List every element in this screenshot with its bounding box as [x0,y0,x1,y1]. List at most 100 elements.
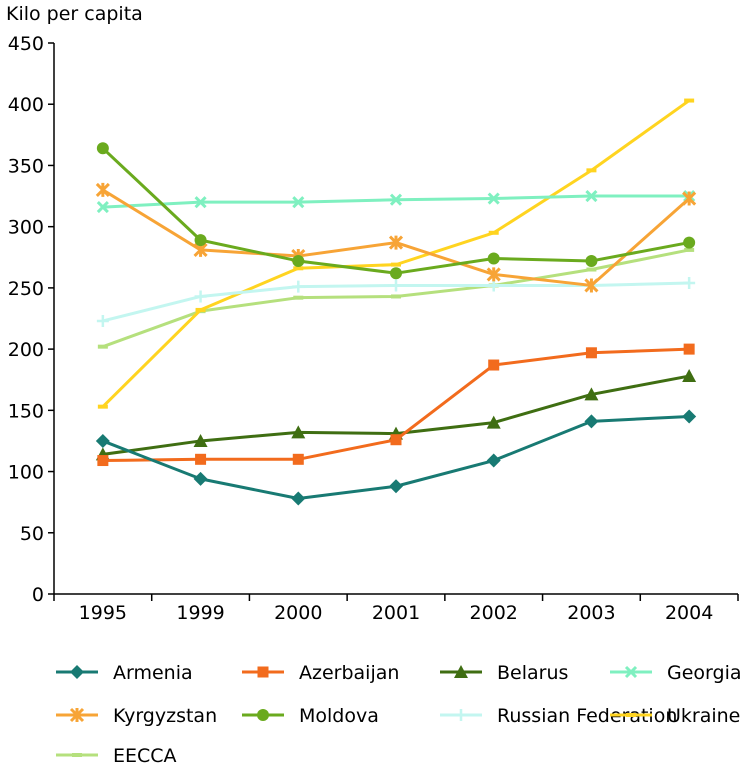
series-belarus [95,369,697,461]
series-line [101,99,691,408]
legend-marker [455,709,467,721]
legend-label: Kyrgyzstan [113,705,217,727]
data-point [682,409,697,424]
data-point [487,279,500,292]
data-point [486,267,501,282]
data-point [96,201,109,214]
data-point [584,278,599,293]
legend-item: Belarus [440,662,568,684]
legend-marker [257,666,269,678]
data-point [97,344,108,349]
data-point [193,471,208,486]
data-point [684,98,695,103]
legend-marker [626,713,636,717]
data-point [585,189,598,203]
legend-item: Armenia [56,662,193,684]
data-point [486,415,501,429]
data-point [391,294,401,299]
data-point [683,343,695,355]
data-point [682,369,697,383]
data-point [292,254,305,267]
y-tick-label: 0 [32,584,44,606]
data-point [389,479,403,494]
x-tick-label: 2002 [470,602,518,624]
y-tick-label: 150 [8,400,44,422]
y-tick-label: 450 [8,33,44,55]
data-point [390,267,402,280]
data-point [584,387,599,401]
data-point [487,252,500,265]
data-point [97,455,109,467]
data-point [194,234,207,247]
x-tick-label: 1995 [79,602,127,624]
legend-marker [624,665,638,679]
series-ukraine [97,98,695,409]
legend-marker [69,707,85,723]
data-point [194,196,207,209]
data-point [195,307,206,312]
legend-item: Kyrgyzstan [56,705,217,727]
series-azerbaijan [97,343,695,467]
data-point [97,404,108,409]
data-point [388,235,404,250]
legend-label: Moldova [299,705,379,727]
data-point [95,182,110,197]
y-tick-label: 200 [8,339,44,361]
data-point [293,295,304,300]
data-point [487,192,500,205]
data-point [390,434,402,446]
data-point [292,196,305,209]
legend-label: Azerbaijan [299,662,399,684]
data-point [195,453,207,465]
legend-label: Georgia [667,662,740,684]
legend-marker [72,753,82,757]
data-point [684,247,695,252]
x-tick-label: 1999 [176,602,224,624]
legend-label: Belarus [497,662,568,684]
legend-item: Ukraine [610,705,740,727]
data-point [683,236,696,249]
data-point [293,266,304,271]
data-point [390,279,402,292]
series-line [101,147,690,275]
data-point [96,314,109,327]
data-point [95,433,110,448]
data-point [389,193,403,206]
data-point [486,453,501,468]
data-point [193,433,208,447]
legend-marker [454,665,468,678]
y-tick-label: 100 [8,462,44,484]
legend-marker [257,709,269,721]
data-point [391,262,401,267]
y-tick-label: 250 [8,278,44,300]
x-tick-label: 2001 [372,602,420,624]
data-point [488,230,499,235]
legend-item: Moldova [242,705,379,727]
data-point [292,280,305,293]
data-point [96,142,109,155]
legend-label: Armenia [113,662,193,684]
data-point [584,414,599,429]
legend-item: EECCA [56,745,177,767]
series-georgia [96,189,696,214]
legend-label: Russian Federation [497,705,677,727]
series-armenia [95,409,697,506]
y-axis-title: Kilo per capita [6,3,143,25]
legend-label: EECCA [113,745,177,767]
data-point [586,168,597,173]
y-tick-label: 50 [20,523,44,545]
y-tick-label: 350 [8,155,44,177]
legend-label: Ukraine [667,705,740,727]
legend-item: Russian Federation [440,705,677,727]
data-point [585,347,597,359]
data-point [291,491,306,506]
data-point [291,425,306,439]
legend-marker [70,665,84,679]
series-russian-federation [96,276,696,327]
legend-item: Azerbaijan [242,662,399,684]
data-point [292,453,304,465]
data-point [683,276,696,289]
series-kyrgyzstan [95,182,697,293]
data-point [585,254,598,267]
